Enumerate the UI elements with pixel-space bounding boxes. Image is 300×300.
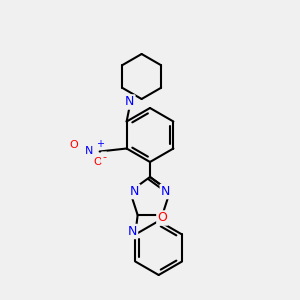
Text: N: N (161, 185, 170, 198)
Text: +: + (96, 139, 104, 149)
Text: N: N (125, 95, 134, 109)
Text: O: O (94, 157, 103, 167)
Text: -: - (102, 152, 106, 163)
Text: N: N (130, 185, 139, 198)
Text: N: N (128, 225, 137, 238)
Text: O: O (158, 212, 167, 224)
Text: N: N (85, 146, 93, 157)
Text: O: O (70, 140, 79, 151)
